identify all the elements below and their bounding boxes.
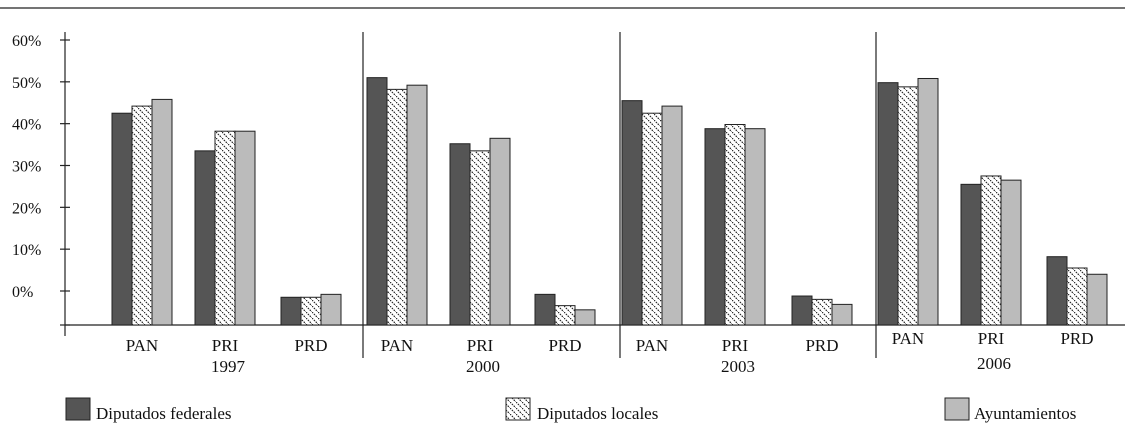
y-tick-label: 30% xyxy=(12,159,41,176)
bar-diputados-locales xyxy=(554,305,576,326)
bar-ayuntamientos xyxy=(320,293,342,326)
bar-diputados-locales xyxy=(980,175,1002,326)
legend-label: Diputados federales xyxy=(96,404,231,423)
legend-label: Ayuntamientos xyxy=(974,404,1076,423)
bar-ayuntamientos xyxy=(234,130,256,326)
bar-ayuntamientos xyxy=(574,309,596,326)
bar-diputados-locales xyxy=(811,298,833,326)
category-label: PRD xyxy=(548,336,581,355)
bar-diputados-locales xyxy=(641,112,663,326)
legend-swatch xyxy=(505,397,531,421)
bar-ayuntamientos xyxy=(917,77,939,326)
bar-ayuntamientos xyxy=(489,137,511,326)
bar-diputados-federales xyxy=(621,100,643,326)
bar-ayuntamientos xyxy=(744,128,766,326)
legend-swatch xyxy=(65,397,91,421)
category-label: PRI xyxy=(212,336,239,355)
y-tick-label: 60% xyxy=(12,33,41,50)
bar-ayuntamientos xyxy=(1086,273,1108,326)
bar-diputados-federales xyxy=(877,82,899,326)
category-label: PAN xyxy=(126,336,158,355)
y-tick-label: 40% xyxy=(12,117,41,134)
y-tick-label: 50% xyxy=(12,75,41,92)
year-label: 2003 xyxy=(721,357,755,376)
bar-diputados-federales xyxy=(111,112,133,326)
bar-diputados-federales xyxy=(366,77,388,326)
bar-diputados-locales xyxy=(300,296,322,326)
bar-diputados-federales xyxy=(704,128,726,326)
legend-swatch xyxy=(944,397,970,421)
category-label: PRI xyxy=(722,336,749,355)
bar-diputados-locales xyxy=(469,150,491,326)
category-label: PRD xyxy=(805,336,838,355)
bar-diputados-locales xyxy=(724,124,746,326)
bar-ayuntamientos xyxy=(1000,179,1022,326)
bar-ayuntamientos xyxy=(831,303,853,326)
legend-label: Diputados locales xyxy=(537,404,658,423)
bar-ayuntamientos xyxy=(151,98,173,326)
bar-diputados-locales xyxy=(131,105,153,326)
bar-ayuntamientos xyxy=(406,84,428,326)
category-label: PAN xyxy=(636,336,668,355)
category-label: PRI xyxy=(467,336,494,355)
bar-diputados-federales xyxy=(280,296,302,326)
bar-diputados-federales xyxy=(194,150,216,326)
bar-diputados-federales xyxy=(534,293,556,326)
bar-diputados-federales xyxy=(960,183,982,326)
category-label: PRI xyxy=(978,329,1005,348)
category-label: PRD xyxy=(294,336,327,355)
year-label: 2006 xyxy=(977,354,1011,373)
category-label: PRD xyxy=(1060,329,1093,348)
category-label: PAN xyxy=(892,329,924,348)
year-label: 1997 xyxy=(211,357,246,376)
y-tick-label: 10% xyxy=(12,242,41,259)
bar-diputados-federales xyxy=(449,143,471,326)
bar-diputados-federales xyxy=(1046,256,1068,326)
bar-diputados-federales xyxy=(791,295,813,326)
bar-diputados-locales xyxy=(386,88,408,326)
y-tick-label: 20% xyxy=(12,200,41,217)
bar-diputados-locales xyxy=(214,130,236,326)
year-label: 2000 xyxy=(466,357,500,376)
category-label: PAN xyxy=(381,336,413,355)
bar-diputados-locales xyxy=(1066,267,1088,326)
bar-diputados-locales xyxy=(897,86,919,326)
y-tick-label: 0% xyxy=(12,284,33,301)
bar-ayuntamientos xyxy=(661,105,683,326)
